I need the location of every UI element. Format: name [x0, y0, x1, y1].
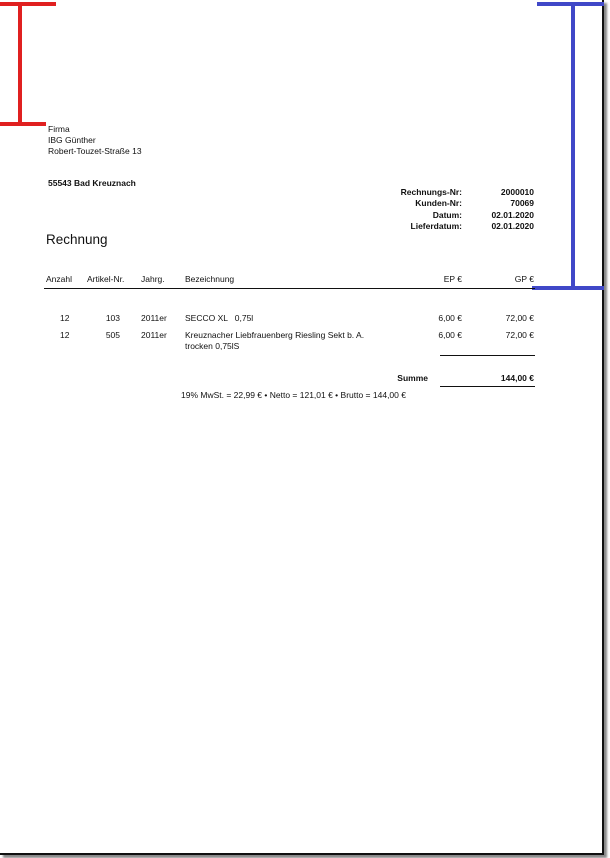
right-margin-marker[interactable]	[530, 0, 606, 292]
sum-divider	[440, 386, 535, 387]
sender-firma: Firma	[48, 124, 70, 134]
row-year: 2011er	[141, 313, 167, 323]
subtotal-divider	[440, 355, 535, 356]
date-label: Datum:	[432, 210, 462, 220]
header-bezeichnung: Bezeichnung	[185, 274, 235, 284]
header-divider	[44, 288, 535, 289]
header-anzahl: Anzahl	[46, 274, 72, 284]
row-unit-price: 6,00 €	[438, 313, 462, 323]
header-ep: EP €	[443, 274, 462, 284]
row-article: 505	[105, 330, 120, 340]
customer-number-label: Kunden-Nr:	[415, 198, 462, 208]
row-qty: 12	[60, 313, 70, 323]
sender-name: IBG Günther	[48, 135, 96, 145]
sender-street: Robert-Touzet-Straße 13	[48, 146, 142, 156]
tax-summary: 19% MwSt. = 22,99 € • Netto = 121,01 € •…	[181, 390, 406, 400]
delivery-date-label: Lieferdatum:	[410, 221, 462, 231]
row-unit-price: 6,00 €	[438, 330, 462, 340]
row-article: 103	[105, 313, 120, 323]
customer-number-value: 70069	[510, 198, 534, 208]
sender-city: 55543 Bad Kreuznach	[48, 178, 136, 188]
header-artikel: Artikel-Nr.	[87, 274, 125, 284]
date-value: 02.01.2020	[491, 210, 534, 220]
row-total-price: 72,00 €	[505, 330, 534, 340]
sum-value: 144,00 €	[500, 373, 534, 383]
sum-label: Summe	[397, 373, 428, 383]
header-jahrgang: Jahrg.	[141, 274, 165, 284]
row-qty: 12	[60, 330, 70, 340]
top-margin-marker[interactable]	[0, 0, 60, 130]
row-year: 2011er	[141, 330, 167, 340]
row-description: Kreuznacher Liebfrauenberg Riesling Sekt…	[185, 330, 365, 340]
delivery-date-value: 02.01.2020	[491, 221, 534, 231]
invoice-number-value: 2000010	[500, 187, 534, 197]
row-description-line2: trocken 0,75lS	[185, 341, 240, 351]
row-total-price: 72,00 €	[505, 313, 534, 323]
invoice-number-label: Rechnungs-Nr:	[400, 187, 462, 197]
header-gp: GP €	[514, 274, 534, 284]
document-title: Rechnung	[46, 232, 108, 247]
row-description: SECCO XL 0,75l	[185, 313, 254, 323]
